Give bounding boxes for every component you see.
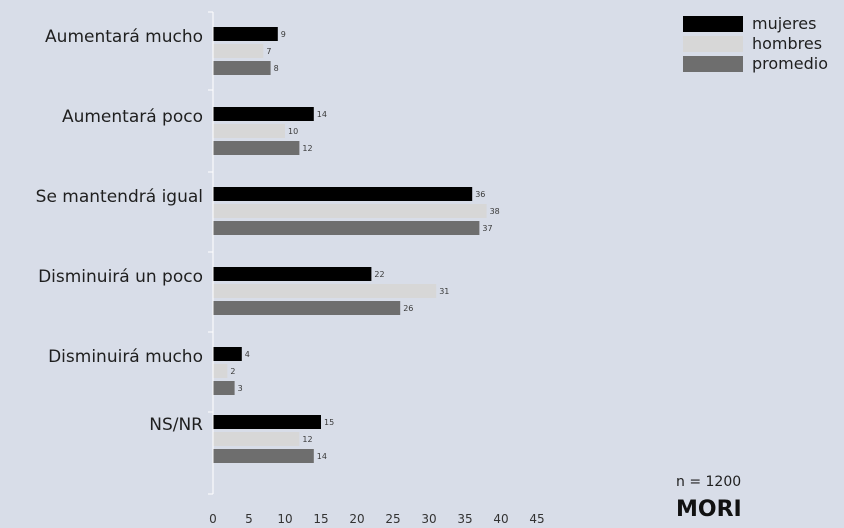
bar-hombres	[213, 432, 300, 446]
bar-hombres	[213, 284, 437, 298]
data-label: 3	[238, 384, 243, 393]
legend-swatch-hombres	[683, 36, 743, 52]
legend-label-hombres: hombres	[752, 34, 822, 53]
data-label: 8	[274, 64, 279, 73]
x-tick-label: 30	[421, 512, 436, 526]
bar-hombres	[213, 44, 264, 58]
bar-hombres	[213, 364, 228, 378]
category-label: Aumentará poco	[62, 107, 203, 127]
bar-promedio	[213, 301, 401, 315]
bar-promedio	[213, 61, 271, 75]
category-label: NS/NR	[149, 415, 203, 435]
data-label: 36	[475, 190, 485, 199]
x-tick-label: 10	[277, 512, 292, 526]
x-tick-label: 45	[529, 512, 544, 526]
bar-mujeres	[213, 267, 372, 281]
bar-promedio	[213, 449, 314, 463]
bar-promedio	[213, 221, 480, 235]
bar-mujeres	[213, 107, 314, 121]
data-label: 38	[490, 207, 500, 216]
x-tick-label: 0	[209, 512, 217, 526]
bar-promedio	[213, 381, 235, 395]
data-label: 37	[482, 224, 492, 233]
category-label: Disminuirá mucho	[48, 347, 203, 367]
data-label: 12	[302, 435, 312, 444]
bar-hombres	[213, 204, 487, 218]
bar-mujeres	[213, 347, 242, 361]
data-label: 15	[324, 418, 334, 427]
x-tick-label: 35	[457, 512, 472, 526]
bar-mujeres	[213, 27, 278, 41]
x-tick-label: 20	[349, 512, 364, 526]
brand-logo-text: MORI	[676, 497, 742, 522]
data-label: 4	[245, 350, 250, 359]
sample-size-note: n = 1200	[676, 474, 741, 490]
data-label: 22	[374, 270, 384, 279]
bar-mujeres	[213, 187, 473, 201]
data-label: 9	[281, 30, 286, 39]
category-label: Aumentará mucho	[45, 27, 203, 47]
bar-hombres	[213, 124, 285, 138]
data-label: 14	[317, 452, 327, 461]
data-label: 12	[302, 144, 312, 153]
x-tick-label: 25	[385, 512, 400, 526]
data-label: 10	[288, 127, 298, 136]
data-label: 2	[230, 367, 235, 376]
x-tick-label: 15	[313, 512, 328, 526]
data-label: 26	[403, 304, 413, 313]
x-tick-label: 5	[245, 512, 253, 526]
data-label: 31	[439, 287, 449, 296]
bar-mujeres	[213, 415, 321, 429]
axis-layer: Aumentará mucho Aumentará poco Se mantendr…	[36, 11, 545, 526]
bar-promedio	[213, 141, 300, 155]
category-label: Disminuirá un poco	[38, 267, 203, 287]
x-tick-label: 40	[493, 512, 508, 526]
category-label: Se mantendrá igual	[36, 187, 203, 207]
data-label: 7	[266, 47, 271, 56]
data-label: 14	[317, 110, 327, 119]
legend-label-mujeres: mujeres	[752, 14, 816, 33]
legend-label-promedio: promedio	[752, 54, 828, 73]
legend-swatch-mujeres	[683, 16, 743, 32]
legend-swatch-promedio	[683, 56, 743, 72]
bars-layer: 9 78 14 10 12 36 38 37 22 31 26 4 23 15 12 14	[213, 27, 500, 463]
